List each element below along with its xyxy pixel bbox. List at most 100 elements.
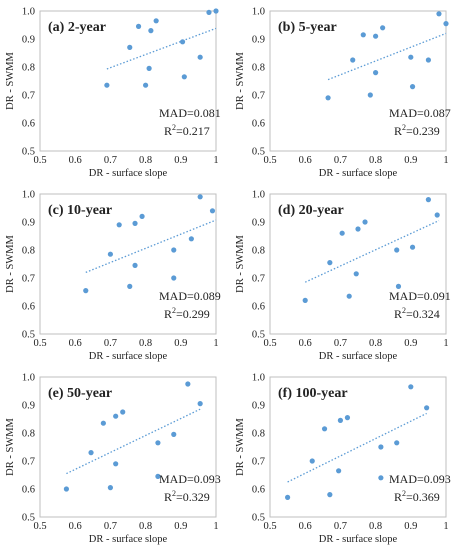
data-point [353, 271, 359, 277]
data-point [132, 220, 138, 226]
y-tick-label: 1.0 [252, 7, 265, 18]
data-point [394, 247, 400, 253]
scatter-chart-svg: 0.5 0.6 0.7 0.8 0.9 1 0.5 0.6 0.7 0.8 0.9 1.0 DR - s… [5, 7, 221, 180]
panel-title: (c) 10-year [48, 203, 112, 218]
data-point [425, 57, 431, 63]
data-point [394, 440, 400, 446]
data-point [395, 283, 402, 289]
data-point [179, 39, 186, 45]
linear-trendline [85, 219, 217, 274]
y-tick-label: 0.6 [252, 485, 265, 496]
data-point [360, 32, 366, 38]
r-squared-symbol: R [164, 307, 172, 321]
data-point [120, 409, 126, 415]
panel-title: (b) 5-year [278, 20, 337, 35]
r-squared-value: R2=0.329 [164, 489, 210, 504]
panel-title: (d) 20-year [278, 203, 344, 218]
y-tick-label: 0.5 [22, 513, 35, 524]
y-axis-label: DR - SWMM [235, 417, 246, 475]
y-tick-label: 0.8 [22, 429, 35, 440]
mad-value: MAD=0.091 [389, 289, 451, 303]
data-point [139, 213, 145, 219]
x-tick-label: 0.8 [369, 338, 382, 349]
data-point [434, 212, 440, 218]
data-point [143, 82, 149, 88]
linear-trendline [287, 412, 427, 483]
y-tick-label: 0.8 [22, 246, 35, 257]
x-tick-label: 0.6 [69, 338, 82, 349]
data-point [362, 219, 368, 225]
plot-area-frame [39, 376, 217, 518]
chart-panel-20-year: 0.5 0.6 0.7 0.8 0.9 1 0.5 0.6 0.7 0.8 0.9 1.0 DR - s… [230, 183, 459, 366]
chart-panel-10-year: 0.5 0.6 0.7 0.8 0.9 1 0.5 0.6 0.7 0.8 0.9 1.0 DR - s… [0, 183, 230, 366]
y-tick-label: 0.7 [252, 91, 265, 102]
y-tick-label: 1.0 [22, 190, 35, 201]
data-point [285, 494, 291, 500]
linear-trendline [66, 408, 201, 475]
y-axis-label: DR - SWMM [5, 51, 16, 109]
r-squared-number: =0.369 [406, 490, 440, 504]
x-tick-label: 0.7 [104, 155, 117, 166]
data-point [113, 413, 119, 419]
y-tick-label: 0.7 [22, 274, 35, 285]
data-point [339, 230, 345, 236]
data-point [350, 57, 356, 63]
y-tick-label: 0.9 [252, 35, 265, 46]
y-tick-label: 0.9 [22, 35, 35, 46]
x-tick-label: 0.7 [334, 338, 347, 349]
data-point [378, 444, 384, 450]
x-tick-label: 0.5 [33, 155, 46, 166]
x-tick-label: 0.5 [263, 155, 276, 166]
x-tick-label: 1 [213, 155, 218, 166]
x-tick-label: 0.9 [404, 338, 417, 349]
data-point [425, 197, 431, 203]
data-point [155, 473, 161, 479]
r-squared-symbol: R [164, 490, 172, 504]
scatter-chart-svg: 0.5 0.6 0.7 0.8 0.9 1 0.5 0.6 0.7 0.8 0.9 1.0 DR - s… [235, 373, 451, 546]
plot-area-frame [269, 193, 447, 335]
y-tick-label: 0.9 [252, 401, 265, 412]
r-squared-value: R2=0.324 [394, 306, 440, 321]
data-point [181, 74, 187, 80]
chart-panel-50-year: 0.5 0.6 0.7 0.8 0.9 1 0.5 0.6 0.7 0.8 0.9 1.0 DR - s… [0, 366, 230, 549]
r-squared-value: R2=0.239 [394, 123, 440, 138]
scatter-chart-svg: 0.5 0.6 0.7 0.8 0.9 1 0.5 0.6 0.7 0.8 0.9 1.0 DR - s… [235, 190, 451, 363]
y-tick-label: 1.0 [22, 373, 35, 384]
linear-trendline [106, 27, 217, 70]
data-point [171, 247, 177, 253]
y-tick-label: 0.5 [252, 330, 265, 341]
y-tick-label: 1.0 [252, 373, 265, 384]
data-point [155, 440, 161, 446]
data-point [321, 426, 328, 432]
x-tick-label: 0.8 [139, 155, 152, 166]
x-tick-label: 0.5 [263, 338, 276, 349]
x-tick-label: 0.6 [69, 155, 82, 166]
mad-value: MAD=0.087 [389, 106, 451, 120]
data-point [327, 260, 333, 266]
data-point [197, 54, 203, 60]
x-tick-label: 0.6 [69, 521, 82, 532]
r-squared-number: =0.324 [406, 307, 440, 321]
data-point [107, 251, 113, 257]
x-tick-label: 0.8 [139, 521, 152, 532]
r-squared-exponent: 2 [172, 123, 176, 132]
r-squared-exponent: 2 [172, 306, 176, 315]
mad-value: MAD=0.093 [389, 472, 451, 486]
y-tick-label: 0.5 [252, 513, 265, 524]
data-point [380, 25, 386, 31]
y-axis-label: DR - SWMM [5, 234, 16, 292]
r-squared-value: R2=0.299 [164, 306, 210, 321]
data-point [373, 70, 379, 76]
data-point [63, 486, 69, 492]
r-squared-exponent: 2 [172, 489, 176, 498]
r-squared-exponent: 2 [402, 489, 406, 498]
plot-area-frame [269, 10, 447, 152]
x-axis-label: DR - surface slope [89, 534, 168, 545]
data-point [135, 23, 142, 29]
x-tick-label: 0.8 [139, 338, 152, 349]
data-point [408, 384, 414, 390]
data-point [113, 461, 119, 467]
x-tick-label: 0.9 [174, 155, 187, 166]
data-point [185, 381, 191, 387]
data-point [104, 82, 110, 88]
